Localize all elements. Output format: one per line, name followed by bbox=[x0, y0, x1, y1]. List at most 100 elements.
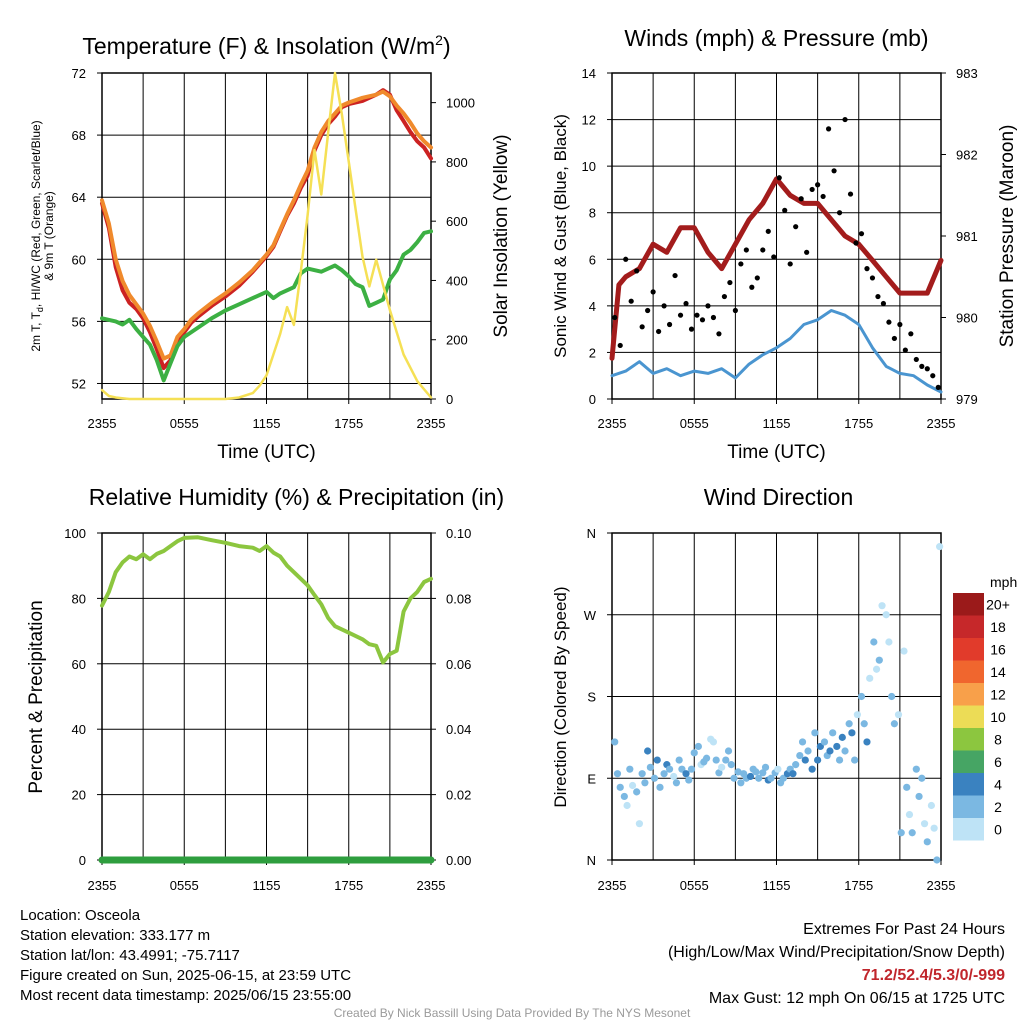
wind-gust-point bbox=[836, 210, 843, 216]
direction-point bbox=[860, 720, 868, 728]
wind-gust-point bbox=[858, 231, 865, 237]
direction-point bbox=[918, 774, 926, 782]
direction-point bbox=[635, 820, 644, 828]
recent-data-text: Most recent data timestamp: 2025/06/15 2… bbox=[20, 987, 352, 1004]
direction-point bbox=[903, 783, 911, 791]
extremes-block: Extremes For Past 24 Hours (High/Low/Max… bbox=[668, 918, 1005, 1010]
temp-title: Temperature (F) & Insolation (W/m2) bbox=[82, 32, 450, 59]
direction-point bbox=[727, 761, 735, 769]
direction-point bbox=[616, 783, 624, 791]
wind-gust-point bbox=[721, 293, 728, 300]
latlon-text: Station lat/lon: 43.4991; -75.7117 bbox=[20, 947, 240, 964]
wind-gust-point bbox=[738, 261, 744, 267]
direction-point bbox=[808, 765, 816, 773]
direction-point bbox=[848, 729, 856, 737]
wind-gust-point bbox=[825, 126, 832, 132]
legend-swatch bbox=[953, 795, 984, 818]
direction-point bbox=[792, 761, 800, 769]
temp-series-td bbox=[100, 229, 433, 383]
direction-point bbox=[755, 774, 763, 782]
direction-ylabel: Direction (Colored By Speed) bbox=[551, 586, 570, 807]
wind-ytick-label: 0 bbox=[589, 392, 596, 407]
wind-gust-point bbox=[831, 168, 837, 174]
wind-gust-point bbox=[902, 347, 908, 353]
wind-chart: 0 2 4 6 8 10 12 14 2355 0555 1155 1755 2355 Time (UTC… bbox=[551, 25, 1018, 463]
direction-point bbox=[894, 711, 903, 719]
temp-chart: 52 56 60 64 68 72 2355 0555 1155 1755 2355 Time (UT… bbox=[29, 32, 512, 463]
direction-point bbox=[857, 692, 866, 701]
direction-point bbox=[718, 763, 726, 771]
legend-label: 20+ bbox=[986, 596, 1010, 612]
direction-plot-border bbox=[611, 532, 942, 861]
direction-point bbox=[900, 647, 908, 655]
legend-label: 16 bbox=[990, 641, 1006, 657]
wind-xtick-label: 2355 bbox=[927, 416, 956, 431]
temp-y2tick-label: 800 bbox=[446, 155, 468, 170]
temp-xtick-label: 1155 bbox=[253, 416, 281, 431]
direction-xtick-label: 0555 bbox=[680, 878, 709, 893]
wind-gust-point bbox=[639, 324, 645, 330]
direction-title: Wind Direction bbox=[704, 484, 854, 510]
direction-point bbox=[796, 751, 804, 760]
wind-gust-point bbox=[754, 275, 760, 281]
wind-gust-point bbox=[623, 256, 629, 262]
direction-point bbox=[835, 756, 844, 764]
wind-y2tick-label: 981 bbox=[956, 229, 978, 244]
temp-xtick-label: 2355 bbox=[88, 416, 117, 431]
wind-gust-point bbox=[672, 272, 678, 279]
direction-point bbox=[620, 792, 628, 801]
direction-point bbox=[798, 738, 807, 746]
direction-point bbox=[752, 768, 760, 776]
wind-xtick-label: 2355 bbox=[598, 416, 627, 431]
rh-ytick-label: 40 bbox=[72, 722, 86, 737]
direction-ytick-label: N bbox=[587, 526, 596, 541]
direction-ytick-label: W bbox=[584, 608, 597, 623]
direction-point bbox=[628, 781, 637, 790]
wind-series-speed bbox=[610, 309, 943, 394]
direction-point bbox=[759, 769, 767, 777]
wind-gust-point bbox=[645, 307, 651, 314]
wind-title: Winds (mph) & Pressure (mb) bbox=[624, 25, 928, 51]
rh-y2tick-label: 0.02 bbox=[446, 788, 471, 803]
legend-swatch bbox=[953, 593, 984, 616]
wind-gust-point bbox=[853, 240, 859, 246]
direction-point bbox=[820, 738, 829, 746]
legend-swatch bbox=[953, 660, 984, 683]
legend-label: 0 bbox=[994, 821, 1002, 837]
direction-point bbox=[690, 749, 698, 757]
rh-y2tick-label: 0.00 bbox=[446, 853, 471, 868]
direction-point bbox=[774, 765, 782, 773]
elevation-text: Station elevation: 333.177 m bbox=[20, 927, 211, 944]
direction-point bbox=[709, 738, 718, 746]
wind-gust-point bbox=[886, 319, 892, 325]
direction-xtick-label: 1755 bbox=[844, 878, 873, 893]
direction-point bbox=[746, 772, 755, 781]
direction-point bbox=[930, 824, 938, 832]
wind-gust-point bbox=[913, 356, 919, 363]
wind-y2tick-label: 980 bbox=[956, 311, 978, 326]
wind-gust-point bbox=[650, 289, 656, 295]
wind-gust-point bbox=[891, 335, 897, 342]
wind-gust-point bbox=[688, 326, 695, 332]
direction-point bbox=[613, 770, 622, 778]
wind-gust-point bbox=[716, 331, 722, 337]
temp-y2tick-label: 200 bbox=[446, 333, 468, 348]
wind-gust-point bbox=[699, 317, 706, 323]
wind-gust-point bbox=[869, 275, 876, 281]
direction-point bbox=[838, 733, 846, 741]
direction-point bbox=[885, 638, 893, 646]
wind-xlabel: Time (UTC) bbox=[727, 442, 826, 463]
wind-gust-point bbox=[924, 366, 930, 372]
direction-point bbox=[675, 756, 683, 764]
wind-gust-point bbox=[793, 224, 799, 230]
direction-point bbox=[927, 801, 936, 810]
legend-label: 4 bbox=[994, 776, 1002, 792]
direction-point bbox=[737, 779, 745, 787]
direction-point bbox=[670, 772, 678, 781]
rh-xtick-label: 2355 bbox=[88, 878, 117, 893]
direction-point bbox=[811, 729, 819, 737]
wind-gust-point bbox=[612, 314, 618, 321]
temp-ytick-label: 68 bbox=[72, 128, 86, 143]
rh-ytick-label: 80 bbox=[72, 591, 86, 606]
